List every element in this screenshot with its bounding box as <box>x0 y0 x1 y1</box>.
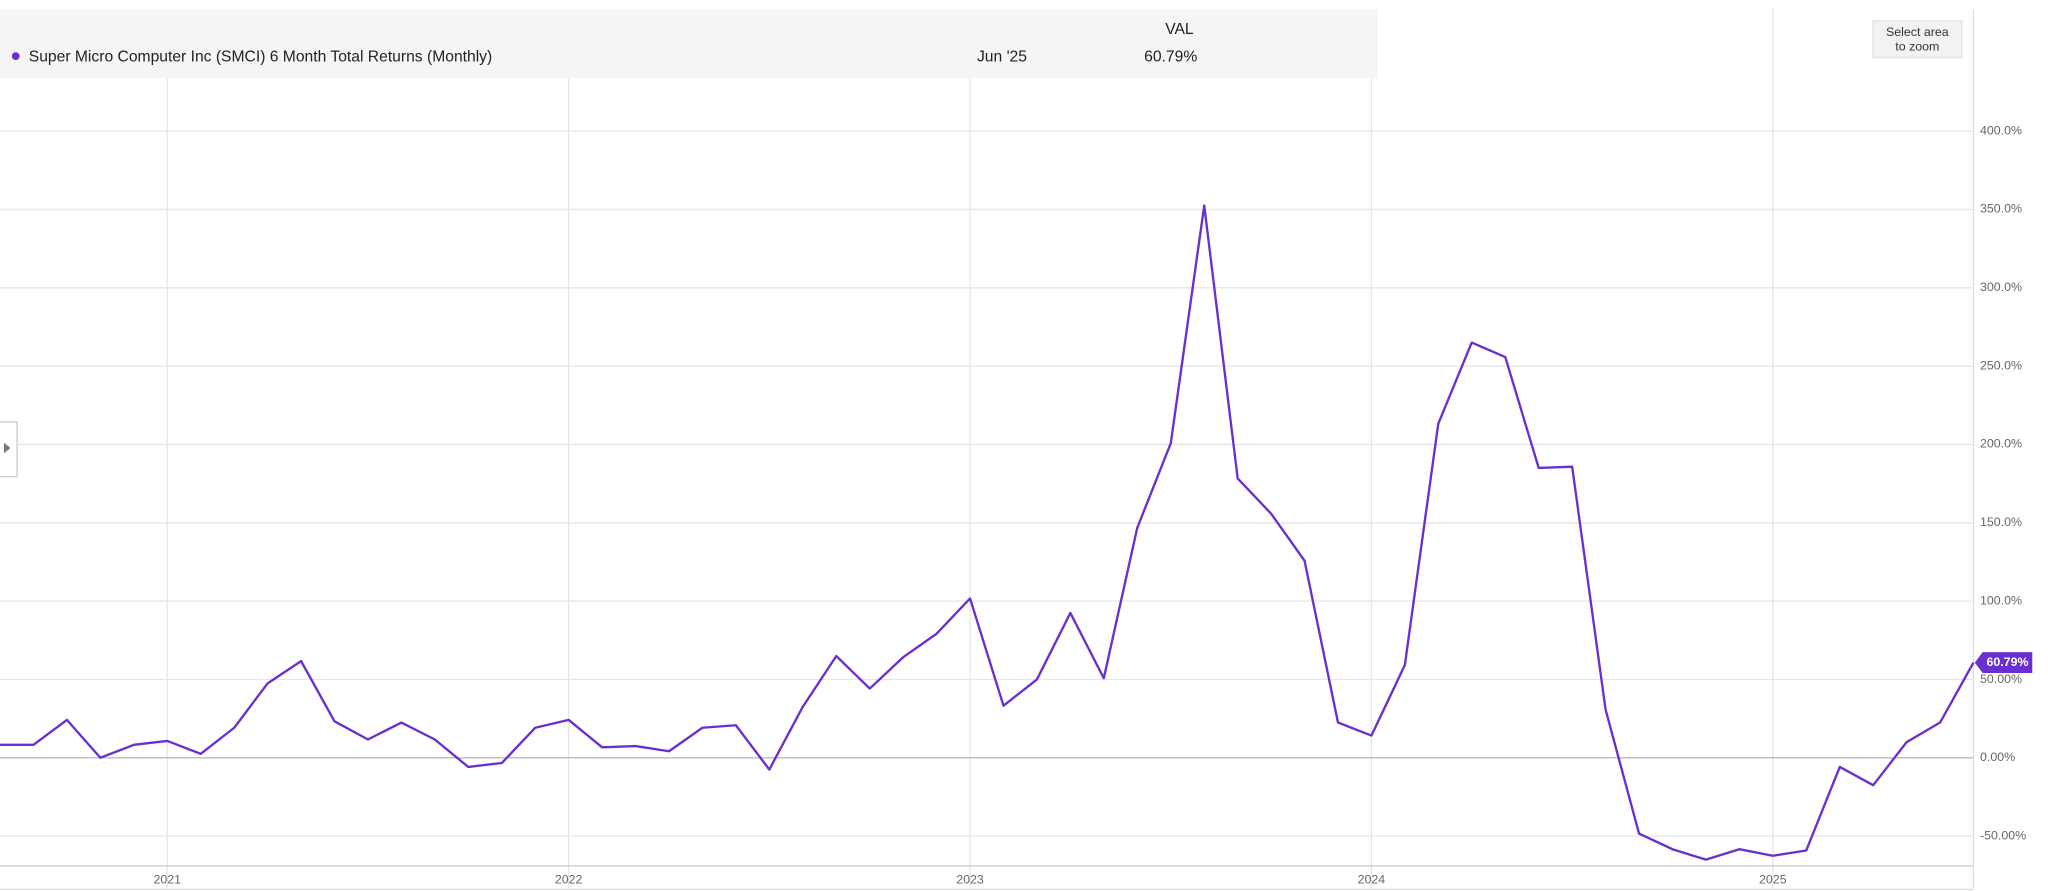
legend-date: Jun '25 <box>977 49 1027 66</box>
y-tick-label: 100.0% <box>1980 593 2022 607</box>
value-tag-label: 60.79% <box>1986 655 2028 669</box>
y-tick-label: 0.00% <box>1980 750 2015 764</box>
legend-label: Super Micro Computer Inc (SMCI) 6 Month … <box>29 49 492 66</box>
x-tick-label: 2021 <box>153 873 181 887</box>
y-tick-label: 300.0% <box>1980 280 2022 294</box>
y-tick-label: 200.0% <box>1980 437 2022 451</box>
x-tick-label: 2025 <box>1759 873 1787 887</box>
series-line <box>0 204 1975 861</box>
toggle-arrow <box>3 442 11 454</box>
legend-dot <box>11 52 20 61</box>
legend-panel <box>0 9 1378 79</box>
value-tag <box>1974 652 2033 674</box>
y-tick-label: -50.00% <box>1980 828 2026 842</box>
y-tick-label: 150.0% <box>1980 515 2022 529</box>
y-tick-label: 50.00% <box>1980 672 2022 686</box>
x-tick-label: 2022 <box>555 873 583 887</box>
x-tick-label: 2024 <box>1358 873 1386 887</box>
zoom-button[interactable] <box>1872 20 1963 59</box>
zoom-text: to zoom <box>1895 39 1939 53</box>
zoom-text: Select area <box>1886 25 1949 39</box>
y-tick-label: 250.0% <box>1980 358 2022 372</box>
legend-header: VAL <box>1165 21 1194 38</box>
y-tick-label: 400.0% <box>1980 123 2022 137</box>
x-tick-label: 2023 <box>956 873 984 887</box>
legend-value: 60.79% <box>1144 49 1197 66</box>
y-tick-label: 350.0% <box>1980 202 2022 216</box>
